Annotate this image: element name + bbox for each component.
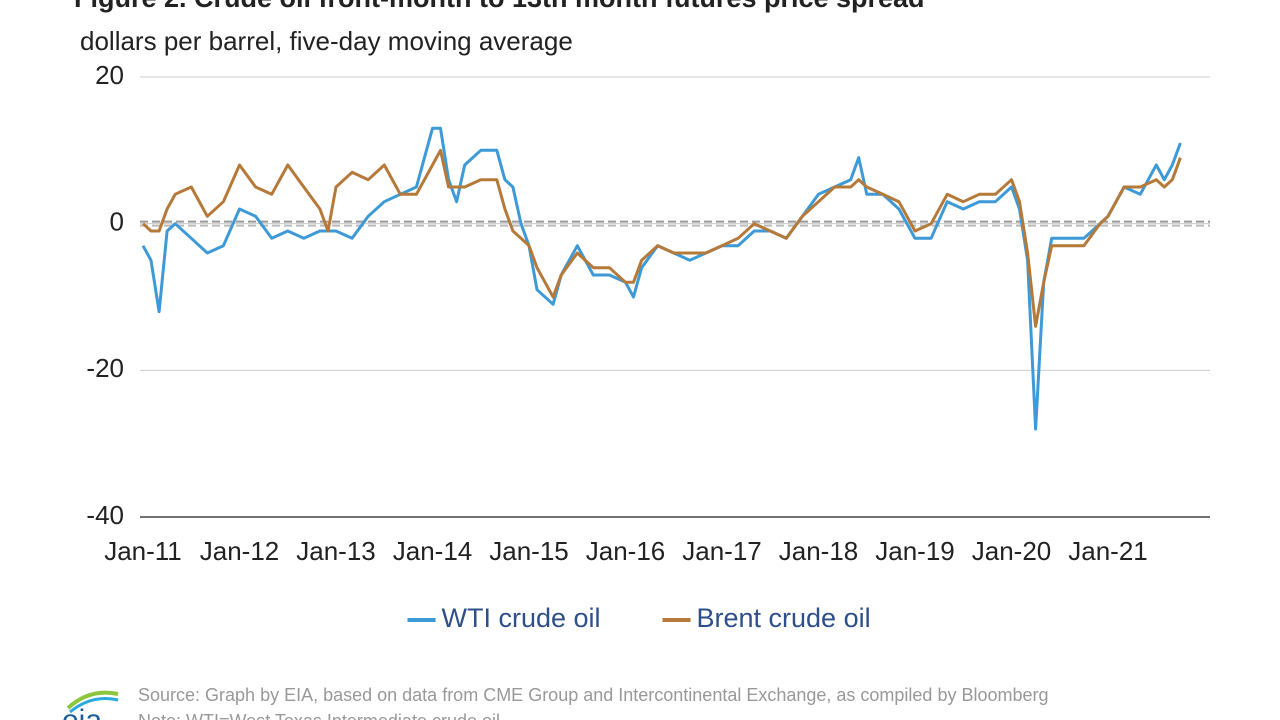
legend-label: Brent crude oil bbox=[697, 603, 871, 633]
y-tick-label: -40 bbox=[86, 500, 124, 530]
note: Note: WTI=West Texas Intermediate crude … bbox=[138, 711, 500, 720]
x-tick-label: Jan-11 bbox=[104, 536, 182, 566]
logo-text: eia bbox=[62, 704, 102, 720]
legend-label: WTI crude oil bbox=[442, 603, 601, 633]
x-tick-label: Jan-18 bbox=[779, 536, 859, 566]
source: Source: Graph by EIA, based on data from… bbox=[138, 685, 1049, 705]
x-tick-label: Jan-13 bbox=[296, 536, 376, 566]
series-line bbox=[141, 148, 1182, 328]
chart-title: Figure 2. Crude oil front-month to 13th … bbox=[74, 0, 925, 13]
eia-logo: eia bbox=[62, 690, 119, 720]
x-tick-label: Jan-15 bbox=[489, 536, 569, 566]
chart-subtitle: dollars per barrel, five-day moving aver… bbox=[80, 26, 573, 56]
y-tick-label: -20 bbox=[86, 353, 124, 383]
y-tick-label: 20 bbox=[95, 60, 124, 90]
x-tick-label: Jan-20 bbox=[972, 536, 1052, 566]
y-tick-label: 0 bbox=[110, 207, 124, 237]
x-tick-label: Jan-16 bbox=[586, 536, 666, 566]
x-tick-label: Jan-17 bbox=[682, 536, 762, 566]
x-tick-label: Jan-21 bbox=[1068, 536, 1148, 566]
series-line bbox=[141, 126, 1182, 431]
x-tick-label: Jan-14 bbox=[393, 536, 473, 566]
x-tick-label: Jan-12 bbox=[200, 536, 280, 566]
x-tick-label: Jan-19 bbox=[875, 536, 955, 566]
